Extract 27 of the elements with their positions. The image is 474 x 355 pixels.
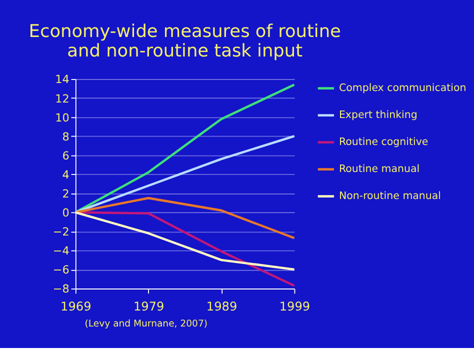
legend-label: Non-routine manual	[338, 190, 442, 202]
y-tick-label: −2	[52, 226, 70, 239]
chart-title: Economy-wide measures of routine and non-routine task input	[28, 22, 341, 62]
legend-label: Routine cognitive	[338, 136, 428, 148]
text: (Levy and Murnane, 2007)	[84, 318, 208, 330]
y-tick-label: −8	[52, 282, 70, 296]
legend-label: Complex communication	[338, 82, 466, 94]
line-series	[74, 84, 296, 214]
y-tick-label: −6	[52, 264, 70, 277]
y-tick-label: 6	[62, 149, 70, 162]
x-tick-label: 1999	[279, 299, 310, 314]
x-tick-label: 1989	[206, 299, 238, 314]
y-tick-label: 2	[62, 187, 70, 200]
legend-label: Routine manual	[338, 163, 420, 176]
legend-label: Expert thinking	[338, 109, 418, 122]
x-tick-label: 1979	[133, 299, 164, 314]
line-series	[74, 196, 296, 240]
line-series	[74, 134, 296, 214]
y-tick-label: 4	[62, 168, 70, 182]
y-tick-label: −4	[52, 244, 70, 258]
x-tick-label: 1969	[60, 299, 92, 314]
y-tick-label: 14	[55, 73, 70, 86]
y-tick-label: 8	[62, 130, 70, 144]
y-tick-label: 0	[62, 206, 70, 220]
y-tick-label: 10	[55, 111, 70, 124]
y-tick-label: 12	[55, 92, 70, 106]
line-series	[74, 211, 296, 271]
